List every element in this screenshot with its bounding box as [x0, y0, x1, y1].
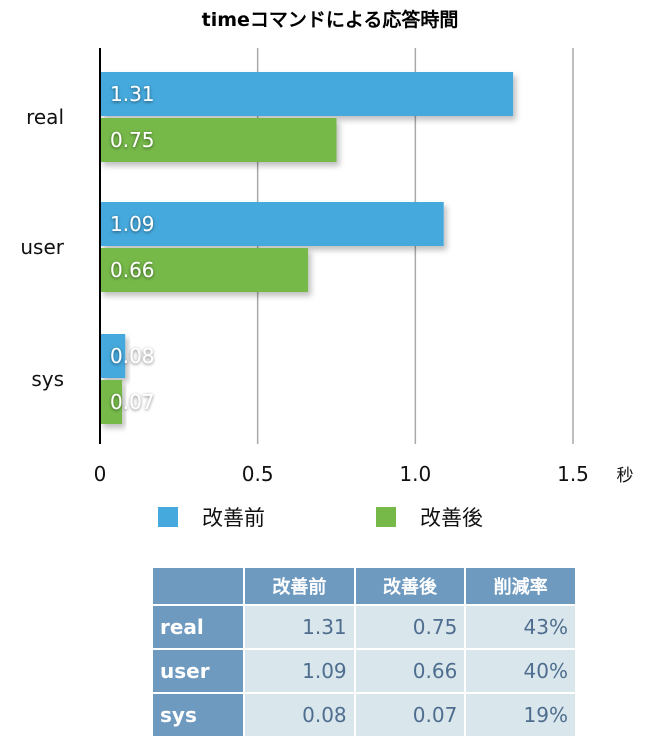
table-cell: 43%: [464, 604, 577, 650]
table-row-label: real: [151, 604, 245, 650]
x-axis-unit: 秒: [617, 466, 634, 486]
x-tick-label: 1.0: [399, 462, 431, 486]
bar-sys-series-0: [100, 334, 126, 378]
chart-title: timeコマンドによる応答時間: [202, 8, 459, 31]
data-label: 0.75: [110, 128, 155, 152]
table-row-label: user: [151, 648, 245, 694]
data-label: 0.08: [110, 344, 155, 368]
bar-sys-series-1: [100, 380, 123, 424]
data-label: 1.31: [110, 82, 155, 106]
bar-user-series-0: [100, 202, 444, 246]
table-header-cell: 削減率: [464, 566, 577, 606]
category-label: user: [20, 235, 64, 259]
table-cell: 1.31: [243, 604, 356, 650]
data-label: 1.09: [110, 212, 155, 236]
table-cell: 0.08: [243, 692, 356, 738]
table-row: real 1.31 0.75 43%: [151, 604, 577, 650]
data-label: 0.07: [110, 390, 155, 414]
table-header-cell: [151, 566, 245, 606]
bar-user-series-1: [100, 248, 309, 292]
table-cell: 1.09: [243, 648, 356, 694]
table-header-cell: 改善前: [243, 566, 356, 606]
table-cell: 0.75: [353, 604, 467, 650]
x-tick-label: 0: [94, 462, 107, 486]
table-cell: 0.66: [353, 648, 467, 694]
table-cell: 40%: [464, 648, 577, 694]
x-tick-label: 1.5: [557, 462, 589, 486]
legend-swatch: [376, 507, 396, 527]
legend-swatch: [158, 507, 178, 527]
table-cell: 19%: [464, 692, 577, 738]
table-row: sys 0.08 0.07 19%: [151, 692, 577, 738]
legend-label: 改善後: [420, 506, 483, 530]
category-label: real: [26, 105, 64, 129]
table-row: user 1.09 0.66 40%: [151, 648, 577, 694]
bar-real-series-0: [100, 72, 514, 116]
table-row-label: sys: [151, 692, 245, 738]
data-label: 0.66: [110, 258, 155, 282]
category-label: sys: [31, 367, 64, 391]
legend-label: 改善前: [202, 506, 265, 530]
x-tick-label: 0.5: [242, 462, 274, 486]
bar-chart: timeコマンドによる応答時間 1.31 1.09 0.08 0.75 0.66 0.07…: [20, 8, 634, 530]
table-cell: 0.07: [353, 692, 467, 738]
summary-table: 改善前 改善後 削減率 real 1.31 0.75 43% user 1.09…: [151, 566, 577, 738]
bar-real-series-1: [100, 118, 337, 162]
table-header-cell: 改善後: [353, 566, 467, 606]
table-header-row: 改善前 改善後 削減率: [151, 566, 577, 606]
